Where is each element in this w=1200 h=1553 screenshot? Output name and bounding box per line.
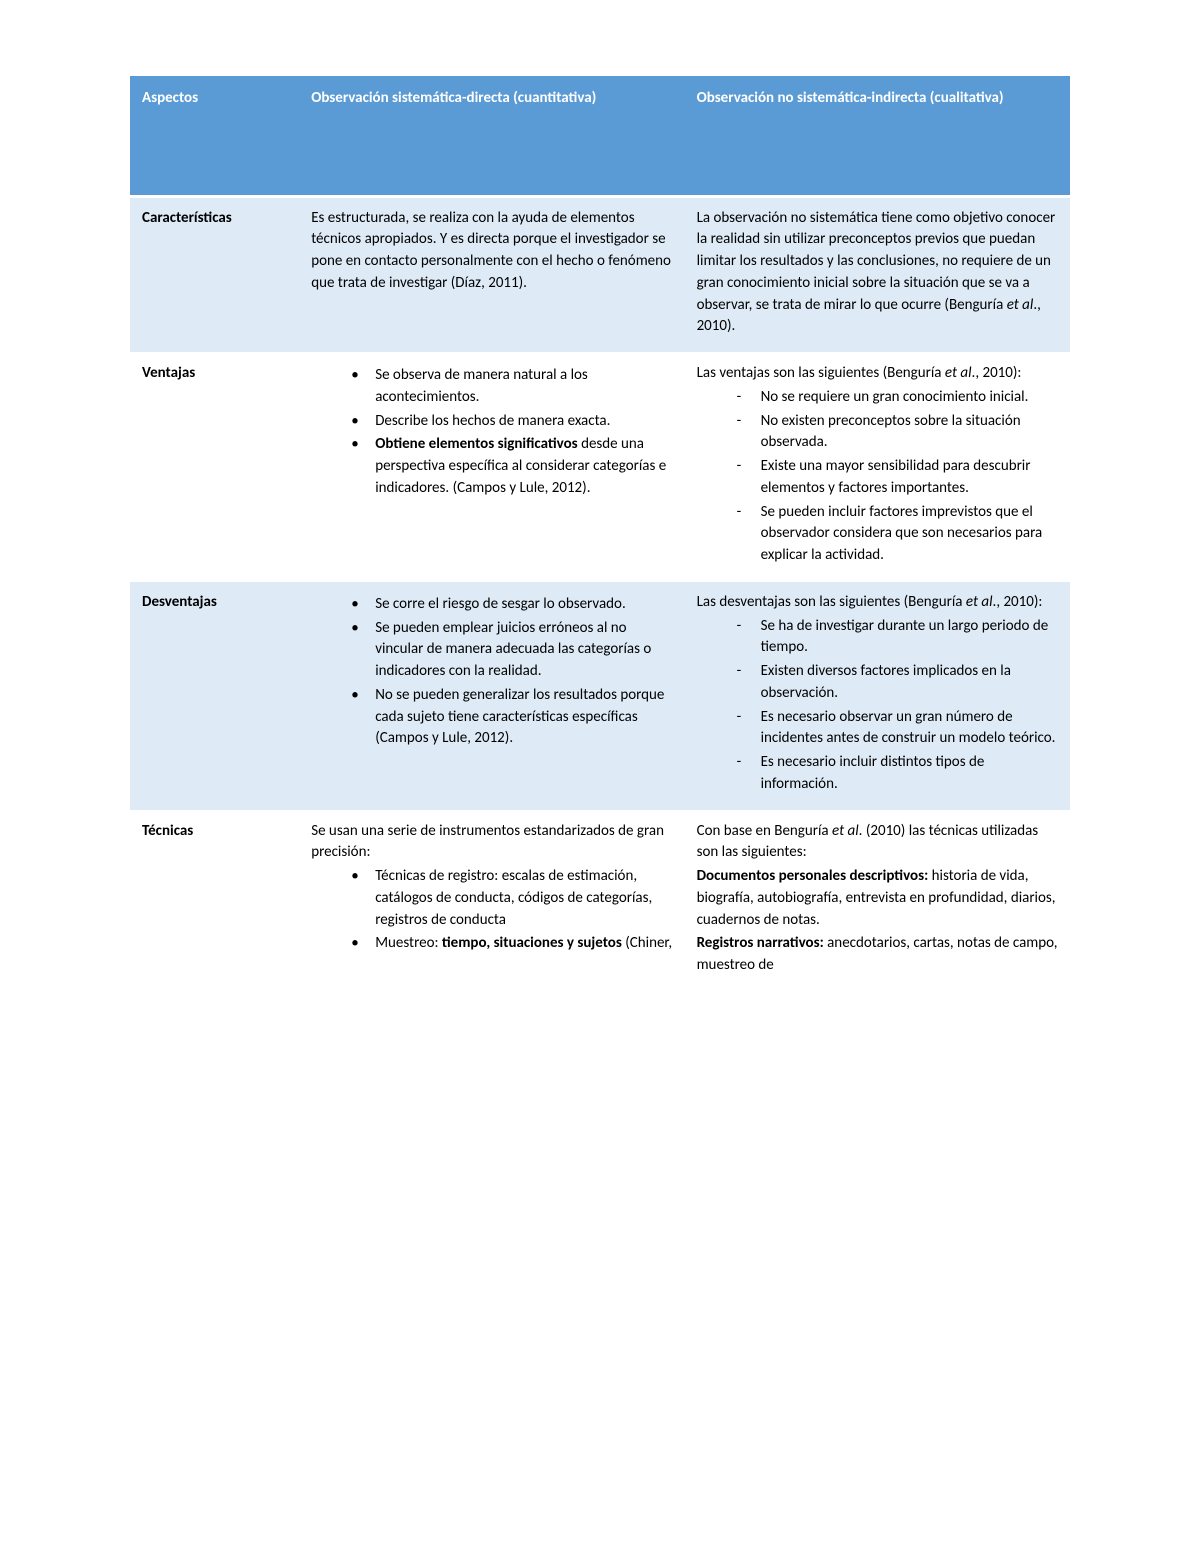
row-aspect: Desventajas xyxy=(130,581,299,810)
table-row: CaracterísticasEs estructurada, se reali… xyxy=(130,196,1070,353)
cell-indirect: La observación no sistemática tiene como… xyxy=(685,196,1070,353)
table-body: CaracterísticasEs estructurada, se reali… xyxy=(130,196,1070,991)
cell-direct: Se observa de manera natural a los acont… xyxy=(299,353,684,582)
table-row: DesventajasSe corre el riesgo de sesgar … xyxy=(130,581,1070,810)
table-header-row: Aspectos Observación sistemática-directa… xyxy=(130,76,1070,196)
col-header-directa: Observación sistemática-directa (cuantit… xyxy=(299,76,684,196)
row-aspect: Características xyxy=(130,196,299,353)
cell-direct: Se usan una serie de instrumentos estand… xyxy=(299,810,684,991)
cell-direct: Es estructurada, se realiza con la ayuda… xyxy=(299,196,684,353)
comparison-table: Aspectos Observación sistemática-directa… xyxy=(130,76,1070,992)
cell-indirect: Con base en Benguría et al. (2010) las t… xyxy=(685,810,1070,991)
cell-direct: Se corre el riesgo de sesgar lo observad… xyxy=(299,581,684,810)
table-row: VentajasSe observa de manera natural a l… xyxy=(130,353,1070,582)
cell-indirect: Las ventajas son las siguientes (Bengurí… xyxy=(685,353,1070,582)
row-aspect: Técnicas xyxy=(130,810,299,991)
table-row: TécnicasSe usan una serie de instrumento… xyxy=(130,810,1070,991)
cell-indirect: Las desventajas son las siguientes (Beng… xyxy=(685,581,1070,810)
col-header-indirecta: Observación no sistemática-indirecta (cu… xyxy=(685,76,1070,196)
row-aspect: Ventajas xyxy=(130,353,299,582)
col-header-aspectos: Aspectos xyxy=(130,76,299,196)
